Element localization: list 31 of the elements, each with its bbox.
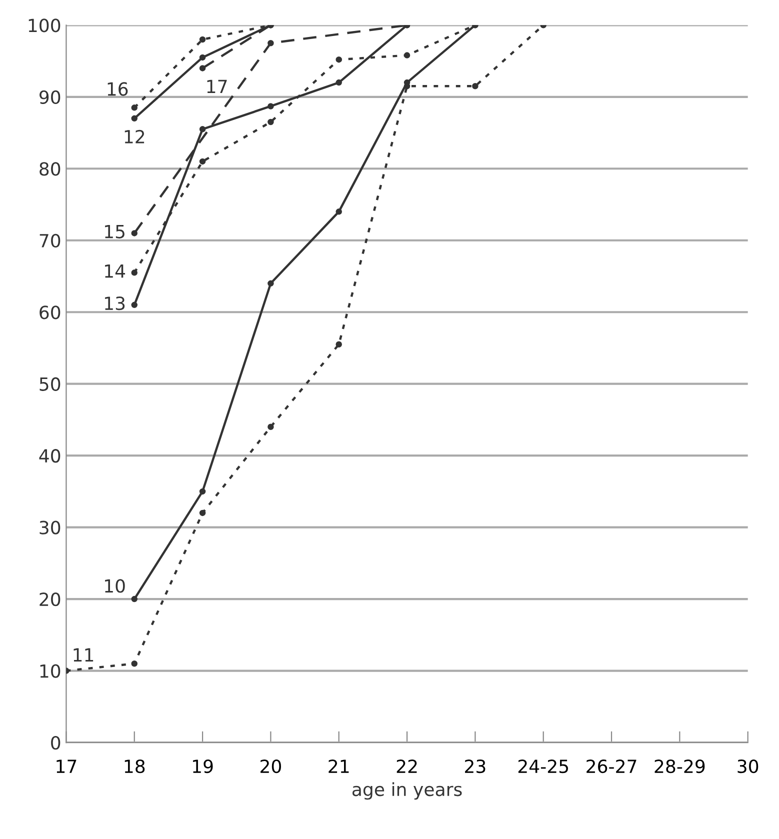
series-label: 17 <box>207 80 227 94</box>
y-tick-label: 20 <box>40 592 60 606</box>
y-tick-label: 0 <box>51 736 60 750</box>
series-label: 15 <box>105 225 124 238</box>
y-tick-label: 10 <box>40 664 60 678</box>
x-tick-label: 26-27 <box>586 760 636 774</box>
x-tick-label: 17 <box>56 760 76 773</box>
series-label: 11 <box>74 648 94 662</box>
y-tick-label: 60 <box>40 306 60 320</box>
y-tick-label: 90 <box>40 90 60 104</box>
x-tick-label: 24-25 <box>518 760 568 774</box>
x-tick-label: 19 <box>193 760 213 774</box>
series-label: 10 <box>105 579 125 593</box>
x-tick-label: 30 <box>738 760 758 774</box>
series-label: 16 <box>108 82 128 96</box>
x-tick-label: 23 <box>465 760 486 774</box>
series-label: 14 <box>105 264 126 278</box>
x-tick-label: 18 <box>124 760 145 774</box>
y-tick-label: 100 <box>28 18 60 32</box>
y-tick-label: 50 <box>40 377 60 391</box>
x-axis-title: age in years <box>352 782 462 800</box>
x-tick-label: 21 <box>328 760 349 773</box>
y-tick-label: 80 <box>40 162 60 176</box>
x-tick-label: 22 <box>396 760 417 773</box>
x-tick-label: 28-29 <box>654 760 705 774</box>
y-tick-label: 30 <box>40 520 60 534</box>
y-tick-label: 40 <box>39 449 60 463</box>
series-label: 12 <box>124 130 144 144</box>
y-tick-label: 70 <box>40 234 60 248</box>
series-label: 13 <box>105 296 125 310</box>
x-tick-label: 20 <box>260 760 281 774</box>
